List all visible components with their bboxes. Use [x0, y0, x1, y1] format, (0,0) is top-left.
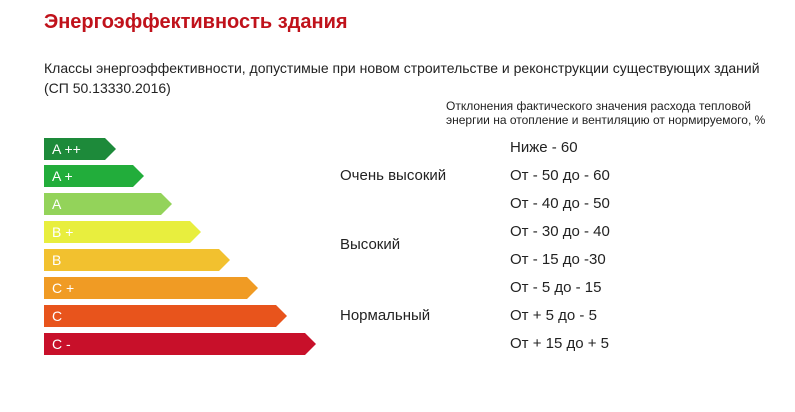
energy-class-bar: A — [44, 193, 172, 215]
energy-class-label: B + — [52, 224, 74, 240]
energy-class-bar: B — [44, 249, 230, 271]
energy-class-bar: C — [44, 305, 287, 327]
energy-class-bar: B + — [44, 221, 201, 243]
deviation-range: От - 50 до - 60 — [510, 167, 610, 184]
level-normal: Нормальный — [340, 307, 431, 324]
energy-class-bar: A ++ — [44, 138, 116, 160]
level-very-high: Очень высокий — [340, 167, 447, 184]
deviation-range: От - 15 до -30 — [510, 251, 606, 268]
energy-class-label: C — [52, 308, 63, 324]
energy-class-label: A + — [52, 168, 73, 184]
energy-class-label: C + — [52, 280, 75, 296]
energy-class-label: A ++ — [52, 141, 81, 157]
deviation-range: Ниже - 60 — [510, 139, 578, 156]
energy-class-label: C - — [52, 336, 71, 352]
deviation-range: От - 40 до - 50 — [510, 195, 610, 212]
page-title: Энергоэффективность здания — [44, 11, 348, 33]
subtitle: Классы энергоэффективности, допустимые п… — [44, 60, 760, 96]
deviation-range: От + 15 до + 5 — [510, 335, 610, 352]
energy-class-bar: C - — [44, 333, 316, 355]
energy-class-label: A — [52, 196, 62, 212]
deviation-column-header: Отклонения фактического значения расхода… — [446, 99, 766, 127]
deviation-range: От - 30 до - 40 — [510, 223, 610, 240]
energy-class-bar: C + — [44, 277, 258, 299]
level-high: Высокий — [340, 236, 401, 253]
deviation-range: От + 5 до - 5 — [510, 307, 597, 324]
energy-class-label: B — [52, 252, 62, 268]
deviation-range: От - 5 до - 15 — [510, 279, 602, 296]
energy-class-bar: A + — [44, 165, 144, 187]
